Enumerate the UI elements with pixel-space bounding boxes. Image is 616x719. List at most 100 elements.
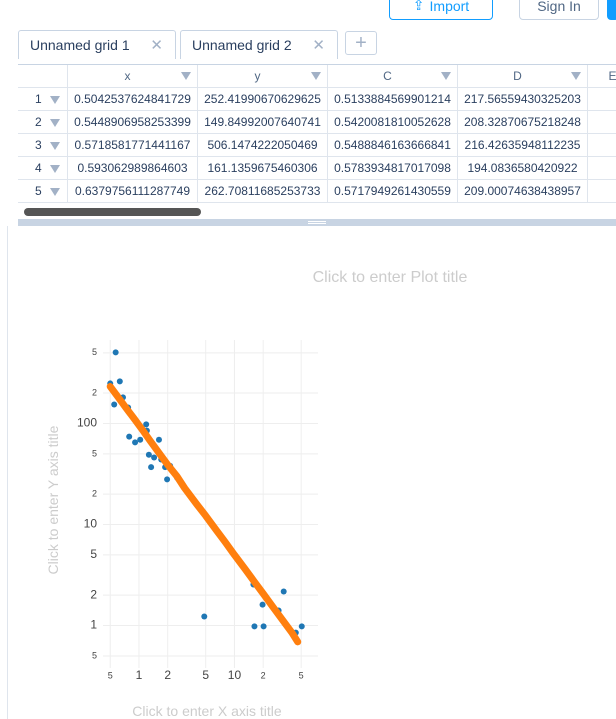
data-cell[interactable]: 0.5488846163666841 xyxy=(328,134,458,157)
data-cell[interactable]: 506.1474222050469 xyxy=(198,134,328,157)
import-button[interactable]: ⇪ Import xyxy=(389,0,493,20)
point xyxy=(143,421,150,428)
close-icon[interactable]: ✕ xyxy=(150,37,163,54)
point xyxy=(145,451,152,458)
point xyxy=(250,581,257,588)
tab-label: Unnamed grid 1 xyxy=(30,37,130,53)
data-cell[interactable]: 0.5448906958253399 xyxy=(68,111,198,134)
data-cell xyxy=(588,111,616,134)
fit-line xyxy=(106,383,302,646)
column-header-text: C xyxy=(383,69,392,83)
data-cell-text: 208.32870675218248 xyxy=(464,115,581,129)
x-tick-label: 2 xyxy=(164,668,171,682)
column-header: D xyxy=(458,65,588,88)
data-grid: x y C D E 1 0.5042537624841729 252.419906706296… xyxy=(18,64,616,219)
column-header-text: y xyxy=(254,69,261,83)
point xyxy=(167,462,174,469)
point xyxy=(132,439,139,446)
row-number: 3 xyxy=(18,134,68,157)
row-number: 2 xyxy=(18,111,68,134)
y-axis-title: Click to enter Y axis title xyxy=(45,425,61,574)
column-header: y xyxy=(198,65,328,88)
x-axis-title: Click to enter X axis title xyxy=(132,703,282,719)
tab[interactable]: Unnamed grid 1 ✕ xyxy=(18,30,176,59)
panel-border xyxy=(7,226,8,719)
data-cell-text: 0.5420081810052628 xyxy=(334,115,451,129)
point xyxy=(280,588,287,595)
sign-in-button[interactable]: Sign In xyxy=(519,0,599,20)
row-menu[interactable] xyxy=(50,142,60,150)
splitter-handle xyxy=(308,221,326,224)
row-number: 1 xyxy=(18,88,68,111)
y-tick-label: 5 xyxy=(92,448,97,458)
x-tick-label: 5 xyxy=(108,670,113,680)
tab[interactable]: Unnamed grid 2 ✕ xyxy=(180,30,338,59)
y-tick-label: 2 xyxy=(92,488,97,498)
row-menu[interactable] xyxy=(50,188,60,196)
point xyxy=(125,404,132,411)
y-tick-label: 1 xyxy=(90,618,97,632)
add-tab-button[interactable]: + xyxy=(345,31,377,55)
point xyxy=(174,474,181,481)
data-cell-text: 216.42635948112235 xyxy=(464,138,581,152)
data-cell[interactable]: 0.5133884569901214 xyxy=(328,88,458,111)
x-tick-label: 2 xyxy=(261,670,266,680)
data-cell[interactable]: 216.42635948112235 xyxy=(458,134,588,157)
y-tick-label: 5 xyxy=(90,547,97,561)
corner-cell xyxy=(18,65,68,88)
data-cell[interactable]: 0.5783934817017098 xyxy=(328,157,458,180)
y-tick-label: 5 xyxy=(92,650,97,660)
data-cell[interactable]: 262.70811685253733 xyxy=(198,180,328,203)
data-cell[interactable]: 161.1359675460306 xyxy=(198,157,328,180)
row-number-text: 1 xyxy=(35,92,42,106)
column-menu[interactable] xyxy=(181,72,191,80)
x-tick-label: 5 xyxy=(202,668,209,682)
column-header-text: E xyxy=(608,69,616,83)
column-header-text: x xyxy=(124,69,131,83)
data-cell-text: 506.1474222050469 xyxy=(207,138,318,152)
point xyxy=(201,613,208,620)
point xyxy=(158,456,165,463)
point xyxy=(275,607,282,614)
data-cell-text: 0.5133884569901214 xyxy=(334,92,451,106)
y-tick-label: 2 xyxy=(92,387,97,397)
row-menu[interactable] xyxy=(50,165,60,173)
column-menu[interactable] xyxy=(441,72,451,80)
data-cell[interactable]: 0.5717949261430559 xyxy=(328,180,458,203)
point xyxy=(119,394,126,401)
row-number-text: 5 xyxy=(35,184,42,198)
data-cell xyxy=(588,157,616,180)
data-cell[interactable]: 0.593062989864603 xyxy=(68,157,198,180)
data-cell[interactable]: 209.00074638438957 xyxy=(458,180,588,203)
data-cell-text: 262.70811685253733 xyxy=(204,184,321,198)
scrollbar[interactable] xyxy=(24,208,201,216)
tab-label: Unnamed grid 2 xyxy=(192,37,292,53)
row-menu[interactable] xyxy=(50,119,60,127)
data-cell[interactable]: 194.0836580420922 xyxy=(458,157,588,180)
data-cell-text: 161.1359675460306 xyxy=(207,161,318,175)
data-cell[interactable]: 0.5042537624841729 xyxy=(68,88,198,111)
column-menu[interactable] xyxy=(311,72,321,80)
data-cell[interactable]: 149.84992007640741 xyxy=(198,111,328,134)
point xyxy=(251,623,258,630)
row-menu[interactable] xyxy=(50,96,60,104)
data-cell[interactable]: 208.32870675218248 xyxy=(458,111,588,134)
data-cell[interactable]: 252.41990670629625 xyxy=(198,88,328,111)
data-cell-text: 0.593062989864603 xyxy=(77,161,188,175)
data-cell[interactable]: 0.5420081810052628 xyxy=(328,111,458,134)
cut-button[interactable] xyxy=(607,0,616,20)
point xyxy=(292,629,299,636)
data-cell[interactable]: 217.56559430325203 xyxy=(458,88,588,111)
row-number-text: 2 xyxy=(35,115,42,129)
data-cell[interactable]: 0.6379756111287749 xyxy=(68,180,198,203)
point xyxy=(137,436,144,443)
close-icon[interactable]: ✕ xyxy=(312,37,325,54)
data-cell[interactable]: 0.5718581771441167 xyxy=(68,134,198,157)
chart-title: Click to enter Plot title xyxy=(313,269,468,286)
point xyxy=(155,436,162,443)
point xyxy=(259,601,266,608)
column-menu[interactable] xyxy=(571,72,581,80)
data-cell-text: 0.5488846163666841 xyxy=(334,138,451,152)
point xyxy=(151,454,158,461)
splitter[interactable] xyxy=(18,219,616,226)
